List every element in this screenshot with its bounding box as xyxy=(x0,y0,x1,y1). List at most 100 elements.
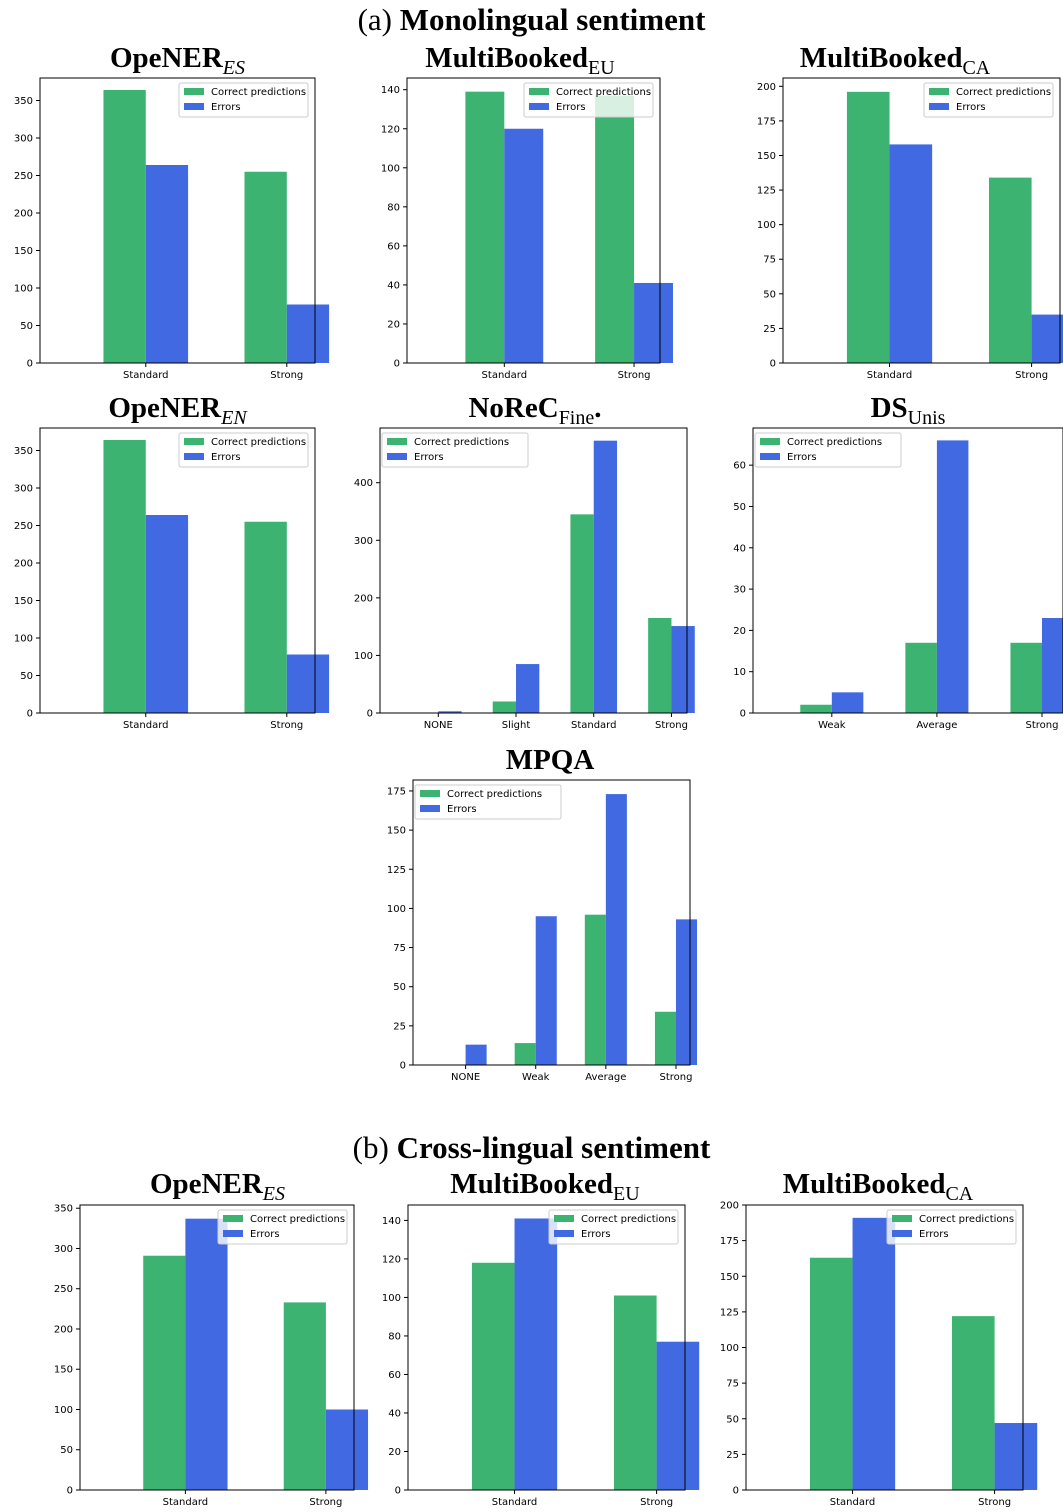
legend: Correct predictions Errors xyxy=(217,1209,348,1245)
y-tick-label: 50 xyxy=(733,502,746,513)
legend-swatch xyxy=(529,88,549,95)
section-title-cross-lingual: (b) Cross-lingual sentiment xyxy=(0,1130,1063,1166)
legend-box xyxy=(381,432,529,468)
y-tick-label: 25 xyxy=(393,1021,406,1032)
y-tick-label: 0 xyxy=(27,709,33,720)
chart-title: MultiBookedEU xyxy=(450,1168,640,1205)
bar-errors-none xyxy=(438,711,462,713)
y-tick-label: 100 xyxy=(14,634,33,645)
legend-swatch xyxy=(554,1215,574,1222)
y-tick-label: 80 xyxy=(388,1331,401,1342)
y-tick-label: 250 xyxy=(54,1284,73,1295)
y-tick-label: 350 xyxy=(54,1204,73,1215)
legend: Correct predictions Errors xyxy=(923,82,1054,118)
legend: Correct predictions Errors xyxy=(178,82,309,118)
y-tick-label: 300 xyxy=(54,1244,73,1255)
bar-errors-strong xyxy=(994,1423,1038,1490)
legend-label: Errors xyxy=(581,1229,611,1240)
y-tick-label: 40 xyxy=(733,543,746,554)
legend: Correct predictions Errors xyxy=(381,432,529,468)
bar-correct-strong xyxy=(648,618,672,713)
legend-swatch xyxy=(929,103,949,110)
bar-errors-none xyxy=(465,1044,487,1065)
y-tick-label: 75 xyxy=(393,943,406,954)
y-tick-label: 0 xyxy=(67,1486,73,1497)
bar-correct-standard xyxy=(471,1262,515,1490)
section-title-monolingual: (a) Monolingual sentiment xyxy=(0,2,1063,38)
legend-box xyxy=(523,82,654,118)
y-tick-label: 20 xyxy=(733,626,746,637)
x-tick-label: Slight xyxy=(502,720,531,731)
y-tick-label: 0 xyxy=(395,1486,401,1497)
y-tick-label: 30 xyxy=(733,585,746,596)
chart-title: OpeNERES xyxy=(149,1168,285,1205)
legend-label: Errors xyxy=(211,452,241,463)
chart-title: OpeNEREN xyxy=(108,392,247,429)
legend-swatch xyxy=(760,438,780,445)
y-tick-label: 0 xyxy=(733,1486,739,1497)
bar-correct-standard xyxy=(465,91,505,364)
y-tick-label: 0 xyxy=(400,1061,406,1072)
y-tick-label: 200 xyxy=(720,1201,739,1212)
section-text: Cross-lingual sentiment xyxy=(396,1130,711,1165)
bar-correct-strong xyxy=(283,1302,326,1490)
x-tick-label: Strong xyxy=(618,370,651,381)
bar-errors-weak xyxy=(831,692,864,713)
legend-box xyxy=(754,432,902,468)
plot-frame xyxy=(406,77,661,364)
bar-correct-weak xyxy=(800,704,832,713)
bar-correct-average xyxy=(905,642,937,713)
bar-correct-standard xyxy=(143,1255,186,1490)
legend-swatch xyxy=(387,453,407,460)
legend: Correct predictions Errors xyxy=(886,1209,1017,1245)
bar-errors-strong xyxy=(675,919,698,1065)
bar-errors-standard xyxy=(593,440,618,713)
y-tick-label: 350 xyxy=(14,446,33,457)
y-tick-label: 0 xyxy=(394,359,400,370)
y-tick-label: 40 xyxy=(388,1408,401,1419)
bar-errors-slight xyxy=(516,664,540,713)
y-tick-label: 100 xyxy=(757,220,776,231)
chart-title: DSUnis xyxy=(870,392,946,429)
y-tick-label: 200 xyxy=(757,82,776,93)
bar-errors-strong xyxy=(671,626,695,713)
y-tick-label: 60 xyxy=(733,461,746,472)
bar-chart: 0 50 100 150 200 250 300 350 Standard Strong Corre… xyxy=(14,427,330,731)
y-tick-label: 20 xyxy=(388,1447,401,1458)
bar-chart: 0 20 40 60 80 100 120 140 Standard Strong Correct … xyxy=(381,77,673,381)
x-tick-label: Standard xyxy=(830,1497,876,1508)
legend-swatch xyxy=(760,453,780,460)
legend-label: Errors xyxy=(250,1229,280,1240)
y-tick-label: 150 xyxy=(387,826,406,837)
legend: Correct predictions Errors xyxy=(523,82,654,118)
y-tick-label: 0 xyxy=(367,709,373,720)
x-tick-label: Weak xyxy=(818,720,846,731)
bar-errors-average xyxy=(936,440,969,713)
legend-box xyxy=(923,82,1054,118)
bar-errors-weak xyxy=(535,916,557,1065)
bar-correct-strong xyxy=(951,1316,995,1490)
y-tick-label: 100 xyxy=(54,1405,73,1416)
y-tick-label: 250 xyxy=(14,171,33,182)
legend-label: Correct predictions xyxy=(787,437,882,448)
bar-errors-strong xyxy=(656,1341,700,1490)
legend-swatch xyxy=(184,453,204,460)
x-tick-label: Standard xyxy=(867,370,913,381)
x-tick-label: Average xyxy=(585,1072,626,1083)
plot-frame xyxy=(782,77,1061,364)
y-tick-label: 150 xyxy=(757,151,776,162)
bar-correct-standard xyxy=(103,440,146,713)
bar-chart: 0 20 40 60 80 100 120 140 Standard Strong Correct … xyxy=(382,1204,700,1508)
legend-swatch xyxy=(223,1230,243,1237)
legend-label: Errors xyxy=(919,1229,949,1240)
legend-box xyxy=(178,432,309,468)
legend-label: Correct predictions xyxy=(919,1214,1014,1225)
y-tick-label: 80 xyxy=(387,202,400,213)
legend-swatch xyxy=(387,438,407,445)
y-tick-label: 50 xyxy=(20,321,33,332)
bar-chart: 0 100 200 300 400 NONE Slight Standard Strong Cor… xyxy=(354,427,695,731)
plot-frame xyxy=(39,427,316,714)
legend-label: Correct predictions xyxy=(211,87,306,98)
section-text: Monolingual sentiment xyxy=(399,2,706,37)
y-tick-label: 350 xyxy=(14,96,33,107)
